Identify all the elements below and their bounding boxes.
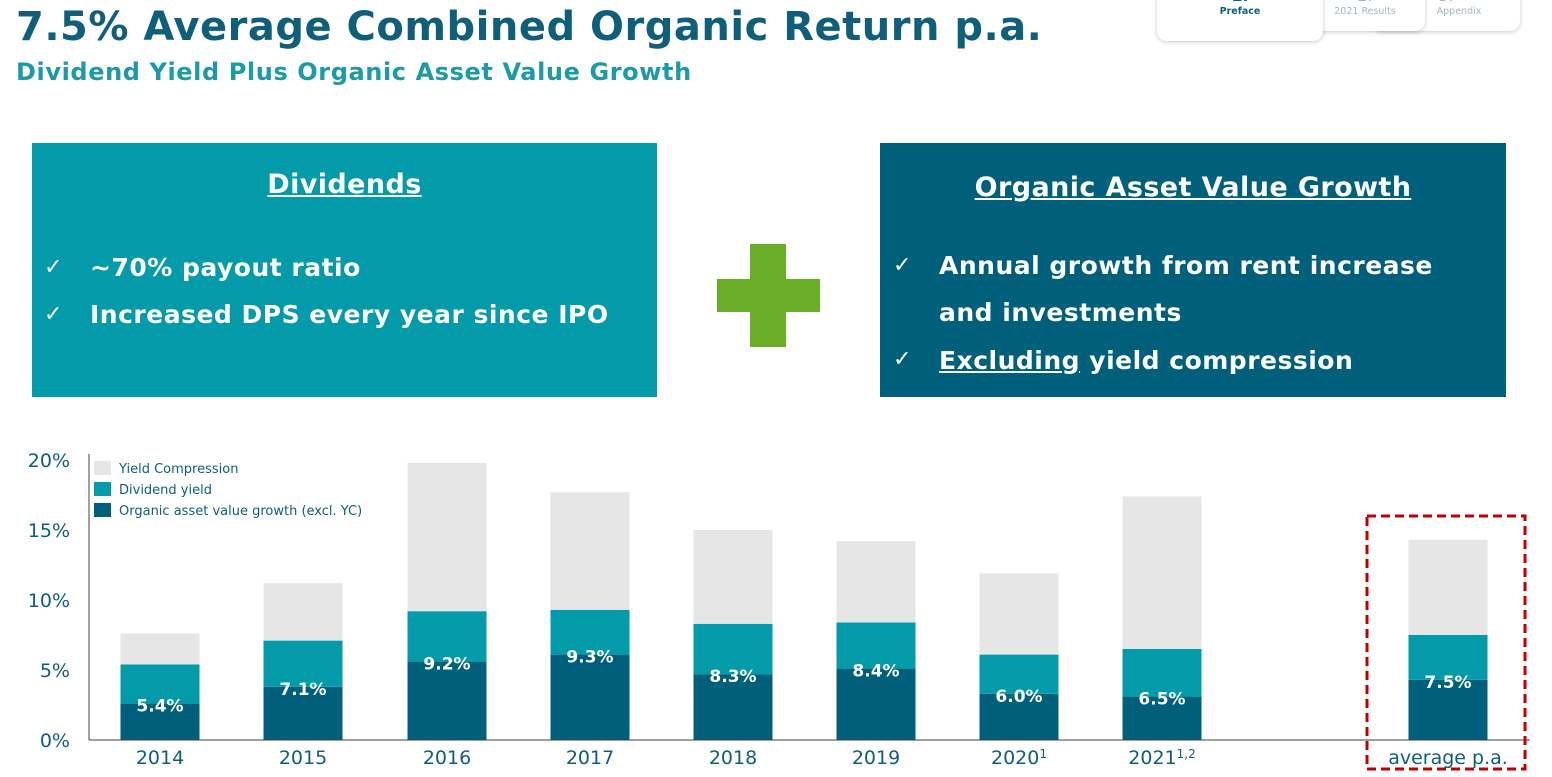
dividends-item: Increased DPS every year since IPO bbox=[90, 300, 609, 329]
bar-segment-yield-compression bbox=[120, 633, 200, 665]
nav-tab-preface[interactable]: 1. Preface bbox=[1157, 0, 1323, 41]
organic-growth-item: Excluding yield compression bbox=[939, 346, 1353, 375]
bar-segment-organic-growth bbox=[407, 661, 487, 740]
bar-segment-yield-compression bbox=[836, 541, 916, 623]
x-tick-label: 2019 bbox=[852, 747, 900, 769]
bar-segment-organic-growth bbox=[263, 686, 343, 740]
bar-segment-dividend-yield bbox=[550, 609, 630, 655]
bar-segment-organic-growth bbox=[1122, 696, 1202, 740]
page-subtitle: Dividend Yield Plus Organic Asset Value … bbox=[16, 58, 692, 86]
nav-tab-label: Preface bbox=[1219, 6, 1261, 17]
legend-label: Dividend yield bbox=[119, 483, 212, 498]
x-tick-label: average p.a. bbox=[1388, 747, 1508, 769]
bar-segment-dividend-yield bbox=[979, 654, 1059, 694]
legend-swatch bbox=[94, 482, 111, 496]
y-tick-label: 5% bbox=[40, 660, 70, 682]
bar-segment-dividend-yield bbox=[120, 664, 200, 704]
x-tick-label: 2015 bbox=[279, 747, 327, 769]
nav-tab-number: 1. bbox=[1157, 0, 1323, 4]
x-tick-label: 2017 bbox=[566, 747, 614, 769]
footnote-marker: 1,2 bbox=[1177, 747, 1196, 761]
check-icon: ✓ bbox=[893, 253, 912, 278]
check-icon: ✓ bbox=[44, 302, 63, 327]
dividends-item: ~70% payout ratio bbox=[90, 253, 361, 282]
y-tick-label: 10% bbox=[28, 590, 70, 612]
bar-segment-yield-compression bbox=[407, 462, 487, 612]
x-tick-label: 20211,2 bbox=[1128, 747, 1195, 769]
bar-segment-dividend-yield bbox=[1408, 635, 1488, 680]
legend-swatch bbox=[94, 461, 111, 475]
bar-segment-dividend-yield bbox=[263, 640, 343, 687]
check-icon: ✓ bbox=[44, 255, 63, 280]
data-label: 8.4% bbox=[852, 662, 899, 682]
nav-tab-number: 2. bbox=[1305, 0, 1425, 4]
bar-segment-yield-compression bbox=[979, 573, 1059, 655]
bar-segment-organic-growth bbox=[550, 654, 630, 740]
data-label: 6.0% bbox=[995, 687, 1042, 707]
nav-tab-label: Appendix bbox=[1436, 6, 1482, 17]
organic-growth-heading: Organic Asset Value Growth bbox=[974, 172, 1412, 203]
data-label: 6.5% bbox=[1138, 690, 1185, 710]
organic-growth-item-continued: and investments bbox=[939, 298, 1182, 327]
data-label: 5.4% bbox=[136, 697, 183, 717]
y-tick-label: 0% bbox=[40, 730, 70, 752]
bar-segment-yield-compression bbox=[693, 530, 773, 624]
x-tick-label: 2014 bbox=[136, 747, 184, 769]
bar-segment-dividend-yield bbox=[407, 611, 487, 662]
nav-tab-number: 3. bbox=[1372, 0, 1520, 4]
y-tick-label: 15% bbox=[28, 520, 70, 542]
bar-segment-yield-compression bbox=[1122, 496, 1202, 649]
legend-label: Organic asset value growth (excl. YC) bbox=[119, 504, 362, 519]
legend-label: Yield Compression bbox=[118, 462, 238, 477]
data-label: 7.5% bbox=[1424, 673, 1471, 693]
organic-growth-item-rest: yield compression bbox=[1080, 346, 1354, 375]
bar-segment-organic-growth bbox=[1408, 679, 1488, 740]
bar-segment-organic-growth bbox=[836, 668, 916, 740]
bar-segment-dividend-yield bbox=[1122, 649, 1202, 697]
data-label: 9.2% bbox=[423, 655, 470, 675]
bar-segment-yield-compression bbox=[550, 492, 630, 610]
data-label: 9.3% bbox=[566, 648, 613, 668]
excluding-emphasis: Excluding bbox=[939, 346, 1081, 375]
bar-segment-yield-compression bbox=[263, 583, 343, 641]
bar-segment-dividend-yield bbox=[836, 622, 916, 669]
data-label: 7.1% bbox=[279, 680, 326, 700]
footnote-marker: 1 bbox=[1039, 747, 1047, 761]
dividends-box: Dividends ✓ ~70% payout ratio ✓ Increase… bbox=[32, 143, 657, 397]
bar-segment-yield-compression bbox=[1408, 539, 1488, 635]
plus-icon-bar bbox=[717, 279, 820, 312]
y-tick-label: 20% bbox=[28, 450, 70, 472]
x-tick-label: 20201 bbox=[991, 747, 1047, 769]
highlight-box bbox=[1365, 514, 1527, 771]
page-title: 7.5% Average Combined Organic Return p.a… bbox=[16, 4, 1043, 50]
legend-swatch bbox=[94, 503, 111, 517]
bar-segment-organic-growth bbox=[693, 674, 773, 740]
bar-segment-dividend-yield bbox=[693, 623, 773, 675]
organic-growth-item: Annual growth from rent increase bbox=[939, 251, 1433, 280]
organic-growth-box: Organic Asset Value Growth ✓ Annual grow… bbox=[880, 143, 1506, 397]
bar-segment-organic-growth bbox=[120, 703, 200, 740]
x-tick-label: 2018 bbox=[709, 747, 757, 769]
check-icon: ✓ bbox=[893, 347, 912, 372]
nav-tab-label: 2021 Results bbox=[1334, 6, 1396, 17]
dividends-heading: Dividends bbox=[267, 169, 422, 200]
bar-segment-organic-growth bbox=[979, 693, 1059, 740]
stacked-bar-chart: 5.4% 7.1% 9.2% 9.3% 8.3% 8.4% 6.0% 6.5% 7.5% 0% 5%… bbox=[28, 450, 1530, 771]
nav-tab-results[interactable]: 2. 2021 Results bbox=[1305, 0, 1425, 31]
x-tick-label: 2016 bbox=[423, 747, 471, 769]
data-label: 8.3% bbox=[709, 667, 756, 687]
